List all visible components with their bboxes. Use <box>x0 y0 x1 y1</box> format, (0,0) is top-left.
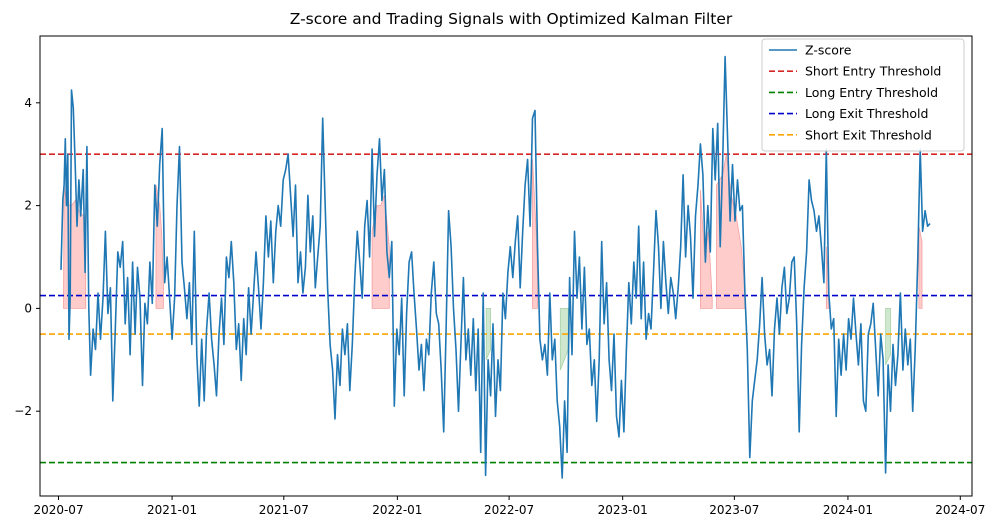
short-region-3 <box>532 159 538 309</box>
short-position-shading <box>63 154 923 309</box>
y-axis: 4 2 0 −2 <box>14 96 40 418</box>
x-tick-label-8: 2024-07 <box>935 503 985 517</box>
legend-box <box>761 38 965 152</box>
legend-label-3: Long Exit Threshold <box>805 106 928 121</box>
x-tick-label-2: 2021-07 <box>259 503 309 517</box>
legend-label-2: Long Entry Threshold <box>805 85 938 100</box>
legend-label-1: Short Entry Threshold <box>805 64 941 79</box>
y-tick-label-1: 2 <box>24 199 32 213</box>
x-tick-label-1: 2021-01 <box>147 503 197 517</box>
x-tick-label-6: 2023-07 <box>709 503 759 517</box>
y-tick-label-2: 0 <box>24 301 32 315</box>
y-tick-label-0: 4 <box>24 96 32 110</box>
legend-label-0: Z-score <box>805 43 852 58</box>
x-tick-label-4: 2022-07 <box>484 503 534 517</box>
long-region-2 <box>885 307 891 366</box>
plot-frame <box>39 35 973 497</box>
short-region-7 <box>918 226 923 309</box>
x-tick-label-5: 2023-01 <box>598 503 648 517</box>
series-line-0 <box>60 55 931 479</box>
zscore-series <box>60 55 931 479</box>
x-tick-label-3: 2022-01 <box>372 503 422 517</box>
x-tick-label-7: 2024-01 <box>823 503 873 517</box>
y-tick-label-3: −2 <box>14 404 32 418</box>
long-region-0 <box>485 307 492 360</box>
legend-label-4: Short Exit Threshold <box>805 127 932 142</box>
legend: Z-score Short Entry Threshold Long Entry T… <box>761 38 965 152</box>
chart-title: Z-score and Trading Signals with Optimiz… <box>290 10 733 28</box>
x-tick-label-0: 2020-07 <box>33 503 83 517</box>
x-axis: 2020-07 2021-01 2021-07 2022-01 2022-07 2023-… <box>33 496 985 517</box>
